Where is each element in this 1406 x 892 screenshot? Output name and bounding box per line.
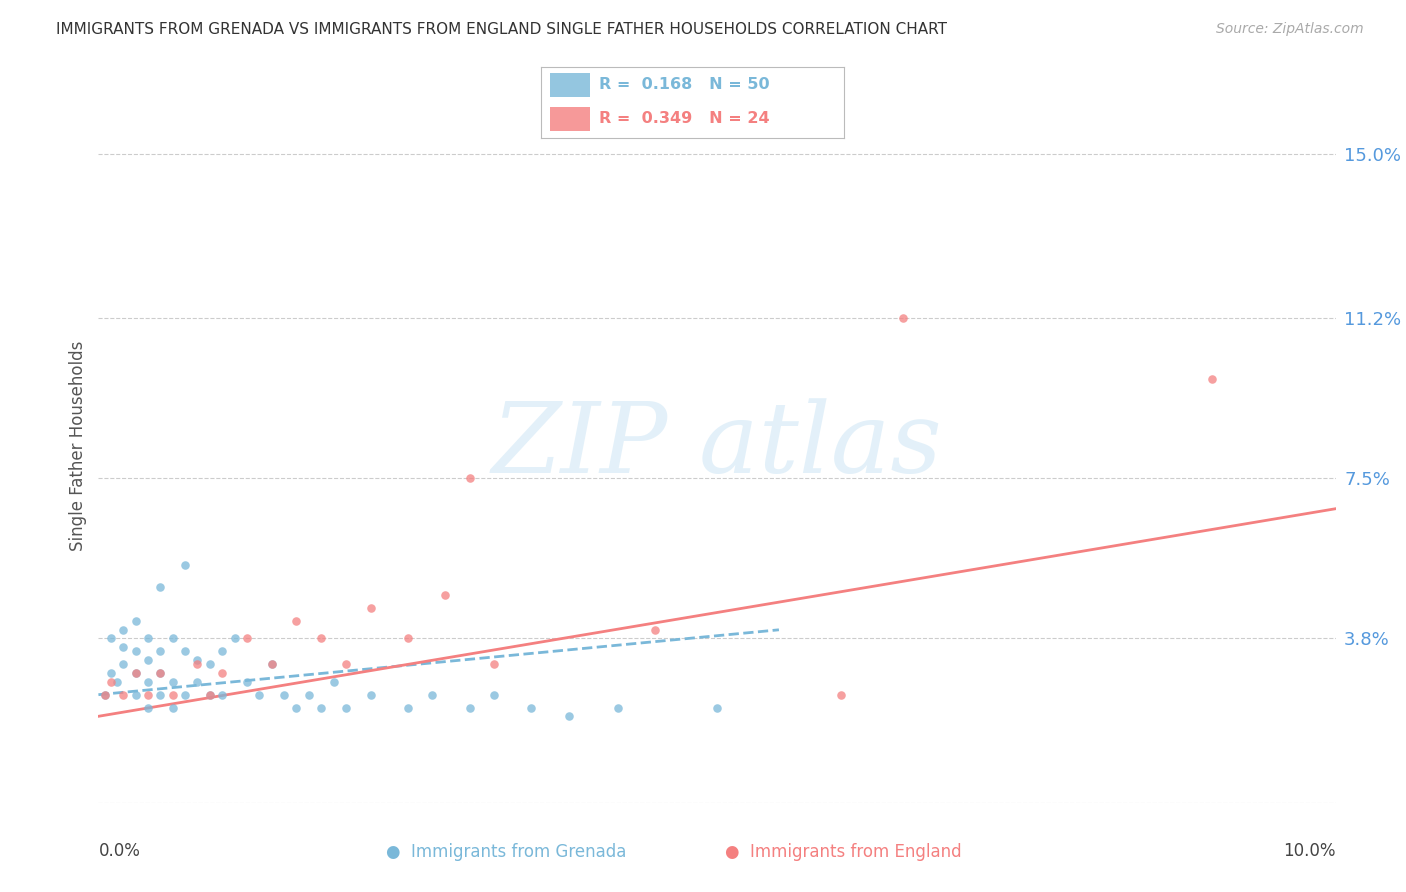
Text: ZIP atlas: ZIP atlas bbox=[492, 399, 942, 493]
Text: ●  Immigrants from England: ● Immigrants from England bbox=[725, 843, 962, 861]
Point bbox=[891, 311, 914, 326]
Point bbox=[484, 688, 506, 702]
Point bbox=[433, 588, 456, 602]
Point bbox=[162, 688, 184, 702]
Point bbox=[174, 644, 197, 658]
Point bbox=[309, 700, 332, 714]
Point bbox=[236, 632, 259, 646]
Text: IMMIGRANTS FROM GRENADA VS IMMIGRANTS FROM ENGLAND SINGLE FATHER HOUSEHOLDS CORR: IMMIGRANTS FROM GRENADA VS IMMIGRANTS FR… bbox=[56, 22, 948, 37]
Point bbox=[100, 632, 122, 646]
Point bbox=[644, 623, 666, 637]
Point bbox=[830, 688, 852, 702]
Point bbox=[186, 674, 208, 689]
Point bbox=[484, 657, 506, 672]
Point bbox=[458, 471, 481, 485]
Bar bbox=[550, 72, 589, 97]
Point bbox=[136, 674, 159, 689]
Point bbox=[112, 623, 135, 637]
Point bbox=[100, 674, 122, 689]
Point bbox=[124, 614, 146, 628]
Point bbox=[112, 657, 135, 672]
Point bbox=[105, 674, 128, 689]
Point bbox=[93, 688, 115, 702]
Point bbox=[186, 653, 208, 667]
Text: Source: ZipAtlas.com: Source: ZipAtlas.com bbox=[1216, 22, 1364, 37]
Point bbox=[174, 688, 197, 702]
Point bbox=[136, 653, 159, 667]
Point bbox=[211, 688, 233, 702]
Point bbox=[149, 666, 172, 681]
Point bbox=[124, 688, 146, 702]
Point bbox=[162, 700, 184, 714]
Point bbox=[322, 674, 344, 689]
Point bbox=[149, 644, 172, 658]
Point bbox=[335, 700, 357, 714]
Point bbox=[100, 666, 122, 681]
Point bbox=[224, 632, 246, 646]
Point bbox=[458, 700, 481, 714]
Point bbox=[236, 674, 259, 689]
Text: ●  Immigrants from Grenada: ● Immigrants from Grenada bbox=[387, 843, 626, 861]
Point bbox=[285, 700, 308, 714]
Point bbox=[211, 666, 233, 681]
Point bbox=[360, 601, 382, 615]
Point bbox=[174, 558, 197, 572]
Point bbox=[198, 688, 221, 702]
Point bbox=[124, 644, 146, 658]
Text: R =  0.168   N = 50: R = 0.168 N = 50 bbox=[599, 78, 769, 92]
Point bbox=[198, 657, 221, 672]
Point bbox=[149, 688, 172, 702]
Point bbox=[93, 688, 115, 702]
Point bbox=[124, 666, 146, 681]
Point bbox=[186, 657, 208, 672]
Point bbox=[136, 700, 159, 714]
Point bbox=[124, 666, 146, 681]
Point bbox=[335, 657, 357, 672]
Point bbox=[557, 709, 579, 723]
Point bbox=[162, 632, 184, 646]
Point bbox=[211, 644, 233, 658]
Point bbox=[360, 688, 382, 702]
Point bbox=[1201, 372, 1223, 386]
Point bbox=[136, 688, 159, 702]
Point bbox=[162, 674, 184, 689]
Text: 10.0%: 10.0% bbox=[1284, 842, 1336, 860]
Point bbox=[422, 688, 444, 702]
Point bbox=[136, 632, 159, 646]
Point bbox=[260, 657, 283, 672]
Point bbox=[260, 657, 283, 672]
Point bbox=[298, 688, 321, 702]
Point bbox=[706, 700, 728, 714]
Point bbox=[520, 700, 543, 714]
Point bbox=[607, 700, 630, 714]
Point bbox=[285, 614, 308, 628]
Point bbox=[112, 688, 135, 702]
Text: R =  0.349   N = 24: R = 0.349 N = 24 bbox=[599, 112, 769, 127]
Y-axis label: Single Father Households: Single Father Households bbox=[69, 341, 87, 551]
Point bbox=[247, 688, 270, 702]
Point bbox=[396, 700, 419, 714]
Point bbox=[149, 666, 172, 681]
Point bbox=[396, 632, 419, 646]
Point bbox=[112, 640, 135, 654]
Point bbox=[273, 688, 295, 702]
Point bbox=[309, 632, 332, 646]
Point bbox=[149, 580, 172, 594]
Text: 0.0%: 0.0% bbox=[98, 842, 141, 860]
Bar bbox=[550, 107, 589, 131]
Point bbox=[198, 688, 221, 702]
